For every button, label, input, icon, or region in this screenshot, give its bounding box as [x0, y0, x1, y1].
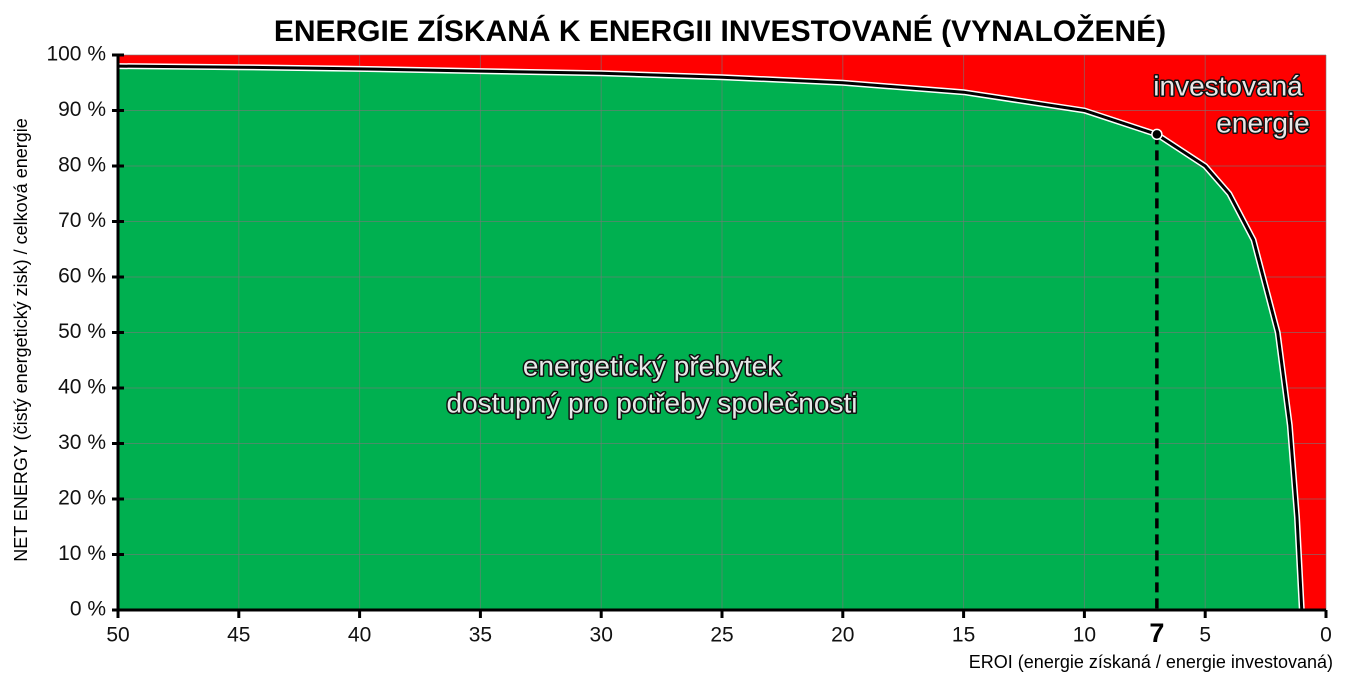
x-tick-label: 20	[831, 624, 854, 647]
x-tick-label: 50	[106, 624, 129, 647]
y-tick-label: 50 %	[58, 320, 106, 343]
highlight-point	[1151, 128, 1163, 141]
y-tick-label: 10 %	[58, 542, 106, 565]
y-tick-label: 30 %	[58, 431, 106, 454]
chart-title: ENERGIE ZÍSKANÁ K ENERGII INVESTOVANÉ (V…	[274, 14, 1166, 48]
highlight-label: 7	[1149, 618, 1164, 648]
annotation: energetický přebytek	[523, 350, 782, 381]
annotation: dostupný pro potřeby společnosti	[447, 387, 858, 418]
y-tick-label: 0 %	[70, 598, 106, 621]
y-axis-label: NET ENERGY (čistý energetický zisk) / ce…	[11, 118, 31, 562]
y-tick-label: 40 %	[58, 376, 106, 399]
y-tick-label: 20 %	[58, 487, 106, 510]
y-tick-label: 80 %	[58, 154, 106, 177]
x-tick-label: 10	[1073, 624, 1096, 647]
y-tick-label: 100 %	[46, 43, 106, 66]
x-tick-label: 30	[590, 624, 613, 647]
annotation: investovaná	[1153, 70, 1303, 101]
y-tick-label: 90 %	[58, 98, 106, 121]
x-tick-label: 35	[469, 624, 492, 647]
x-tick-label: 5	[1199, 624, 1211, 647]
annotation: energie	[1216, 107, 1309, 138]
y-tick-label: 60 %	[58, 265, 106, 288]
x-axis-label: EROI (energie získaná / energie investov…	[969, 652, 1333, 672]
x-tick-label: 15	[952, 624, 975, 647]
y-tick-label: 70 %	[58, 209, 106, 232]
area	[118, 66, 1302, 611]
curve	[117, 64, 1304, 611]
x-tick-label: 40	[348, 624, 371, 647]
x-tick-label: 0	[1320, 624, 1332, 647]
x-tick-label: 45	[227, 624, 250, 647]
x-tick-label: 25	[710, 624, 733, 647]
